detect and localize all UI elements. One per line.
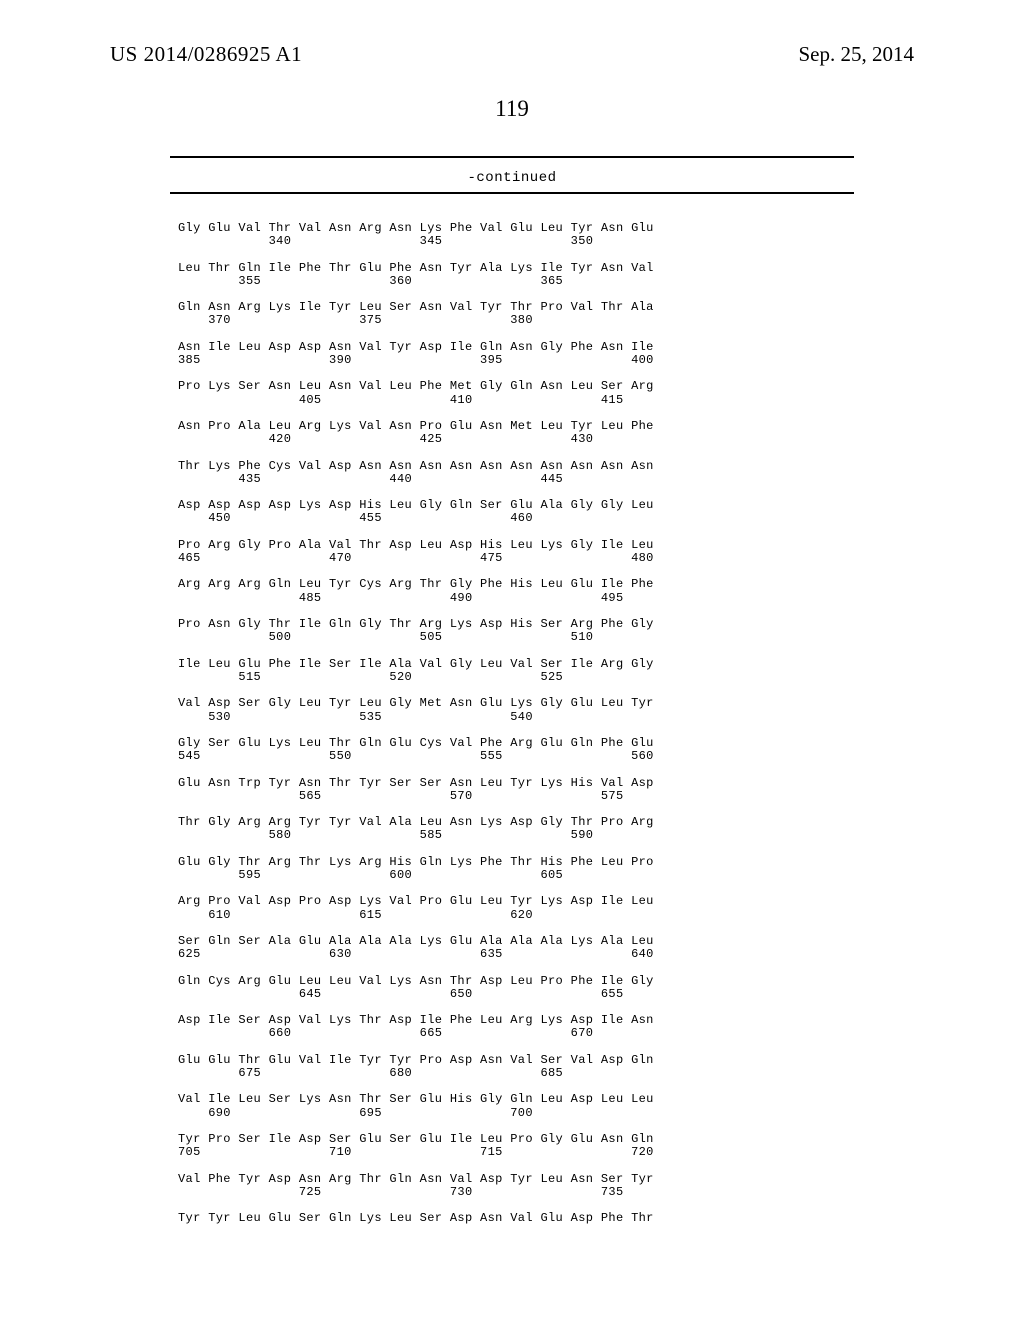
horizontal-rule bbox=[170, 156, 854, 158]
publication-number: US 2014/0286925 A1 bbox=[110, 42, 302, 67]
page: US 2014/0286925 A1 Sep. 25, 2014 119 -co… bbox=[0, 0, 1024, 1320]
publication-date: Sep. 25, 2014 bbox=[799, 42, 915, 67]
page-number: 119 bbox=[0, 96, 1024, 122]
horizontal-rule bbox=[170, 192, 854, 194]
continued-label: -continued bbox=[0, 170, 1024, 186]
sequence-listing: Gly Glu Val Thr Val Asn Arg Asn Lys Phe … bbox=[178, 222, 654, 1225]
